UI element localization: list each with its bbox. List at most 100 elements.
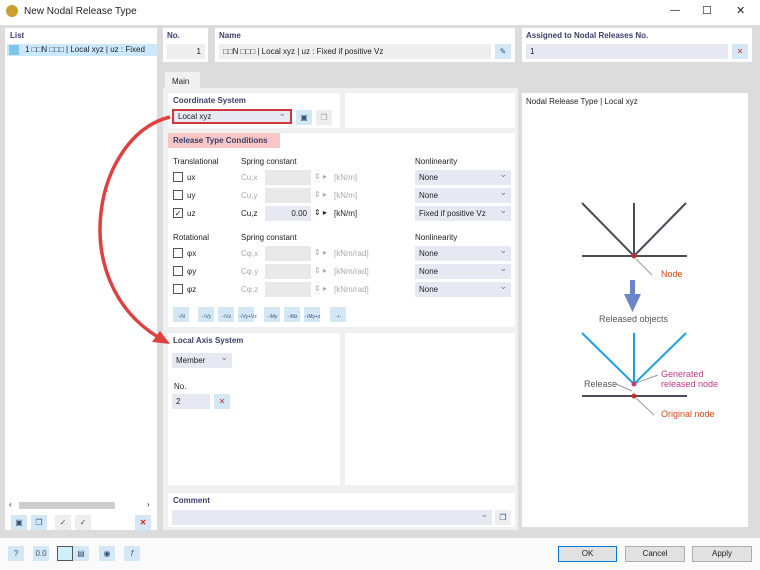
release-checkbox[interactable] (173, 172, 183, 182)
release-checkbox[interactable]: ✓ (173, 208, 183, 218)
original-node-label: Original node (661, 409, 715, 419)
spinner-icon[interactable]: ⇕ ▸ (314, 266, 327, 275)
spinner-icon[interactable]: ⇕ ▸ (314, 208, 327, 217)
scroll-left-icon[interactable]: ‹ (9, 500, 12, 509)
preset-1-button[interactable]: ⊣Vy (198, 307, 214, 322)
local-axis-header: Local Axis System (173, 336, 244, 345)
check-all-icon[interactable]: ✓ (55, 515, 71, 530)
released-members (581, 332, 687, 385)
cancel-button[interactable]: Cancel (625, 546, 685, 562)
units-icon[interactable]: 0.0 (33, 546, 49, 561)
comment-library-icon[interactable]: ❐ (495, 510, 511, 525)
dof-label: φy (187, 267, 197, 276)
ok-button[interactable]: OK (558, 546, 617, 562)
view-icon[interactable]: ◉ (99, 546, 115, 561)
preset-2-button[interactable]: ⊣Vz (218, 307, 234, 322)
edit-coordinate-system-icon[interactable]: ❐ (316, 110, 332, 125)
translational-spring-label: Spring constant (241, 157, 297, 166)
preset-5-button[interactable]: ⊣Mz (284, 307, 300, 322)
color-icon[interactable] (57, 546, 73, 561)
coordinate-system-select[interactable]: Local xyz (172, 108, 292, 124)
display-icon[interactable]: ▤ (73, 546, 89, 561)
release-checkbox[interactable] (173, 190, 183, 200)
node-label: Node (661, 269, 683, 279)
spring-input[interactable] (265, 246, 311, 261)
release-conditions-panel: Release Type Conditions Translational Spr… (168, 133, 515, 327)
uncheck-icon[interactable]: ✓ (75, 515, 91, 530)
empty-panel (345, 93, 515, 128)
assigned-panel: Assigned to Nodal Releases No. 1 ✕ (522, 28, 752, 62)
assigned-field[interactable]: 1 (526, 44, 728, 59)
nonlinearity-select[interactable]: None (415, 279, 511, 297)
no-panel: No. 1 (163, 28, 208, 62)
tab-main-label: Main (172, 77, 190, 86)
release-checkbox[interactable] (173, 248, 183, 258)
copy-item-icon[interactable]: ❐ (31, 515, 47, 530)
close-button[interactable]: ✕ (736, 5, 746, 17)
comment-label: Comment (173, 496, 210, 505)
unit-label: [kNm/rad] (334, 285, 369, 294)
dof-label: φz (187, 285, 197, 294)
preset-0-button[interactable]: ⊣N (173, 307, 189, 322)
delete-icon[interactable]: ✕ (135, 515, 151, 530)
unit-label: [kN/m] (334, 209, 358, 218)
nonlinearity-select[interactable]: None (415, 185, 511, 203)
pick-member-icon[interactable]: ✕ (214, 394, 230, 409)
name-field[interactable]: □□N □□□ | Local xyz | uz : Fixed if posi… (219, 44, 491, 59)
release-label: Release (584, 379, 618, 389)
nonlinearity-select[interactable]: None (415, 243, 511, 261)
release-conditions-header: Release Type Conditions (168, 133, 280, 148)
release-checkbox[interactable] (173, 266, 183, 276)
preset-4-button[interactable]: ⊣My (264, 307, 280, 322)
edit-name-icon[interactable]: ✎ (495, 44, 511, 59)
nonlinearity-select[interactable]: Fixed if positive Vz (415, 203, 511, 221)
assigned-label: Assigned to Nodal Releases No. (526, 31, 649, 40)
spinner-icon[interactable]: ⇕ ▸ (314, 284, 327, 293)
list-item[interactable]: 1 □□N □□□ | Local xyz | uz : Fixed (7, 44, 157, 56)
spring-symbol: Cφ,y (241, 267, 259, 276)
local-axis-type-select[interactable]: Member (172, 350, 232, 368)
dof-label: uy (187, 191, 196, 200)
preset-3-button[interactable]: ⊣Vy+Vz (238, 307, 257, 322)
generated-node-point (631, 381, 637, 387)
horizontal-scrollbar[interactable] (19, 502, 115, 509)
maximize-button[interactable]: ☐ (702, 5, 712, 17)
nonlinearity-select[interactable]: None (415, 261, 511, 279)
spring-symbol: Cu,y (241, 191, 258, 200)
spinner-icon[interactable]: ⇕ ▸ (314, 248, 327, 257)
spring-input[interactable] (265, 188, 311, 203)
new-coordinate-system-icon[interactable]: ▣ (296, 110, 312, 125)
spring-symbol: Cu,x (241, 173, 258, 182)
apply-button[interactable]: Apply (692, 546, 752, 562)
rotational-nonlinearity-label: Nonlinearity (415, 233, 458, 242)
unit-label: [kN/m] (334, 173, 358, 182)
spring-input[interactable]: 0.00 (265, 206, 311, 221)
local-axis-panel: Local Axis System Member No. 2 ✕ (168, 333, 340, 485)
scroll-right-icon[interactable]: › (147, 500, 150, 509)
tab-main[interactable]: Main (165, 72, 200, 89)
formula-icon[interactable]: f (124, 546, 140, 561)
new-item-icon[interactable]: ▣ (11, 515, 27, 530)
spring-symbol: Cu,z (241, 209, 258, 218)
rotational-spring-label: Spring constant (241, 233, 297, 242)
name-label: Name (219, 31, 241, 40)
help-icon[interactable]: ? (8, 546, 24, 561)
spinner-icon[interactable]: ⇕ ▸ (314, 190, 327, 199)
spring-input[interactable] (265, 264, 311, 279)
translational-label: Translational (173, 157, 219, 166)
preset-6-button[interactable]: ⊣My+z (304, 307, 320, 322)
release-checkbox[interactable] (173, 284, 183, 294)
list-item-label: 1 □□N □□□ | Local xyz | uz : Fixed (25, 45, 145, 54)
spring-input[interactable] (265, 282, 311, 297)
dof-label: uz (187, 209, 196, 218)
local-axis-no-field[interactable]: 2 (172, 394, 210, 409)
nonlinearity-select[interactable]: None (415, 167, 511, 185)
comment-field[interactable] (172, 507, 492, 525)
graphic-panel: Nodal Release Type | Local xyz Node Rele… (522, 93, 748, 527)
minimize-button[interactable]: — (670, 5, 680, 16)
pick-node-icon[interactable]: ✕ (732, 44, 748, 59)
spring-input[interactable] (265, 170, 311, 185)
spinner-icon[interactable]: ⇕ ▸ (314, 172, 327, 181)
no-field[interactable]: 1 (167, 44, 205, 59)
preset-7-button[interactable]: ⊣- (330, 307, 346, 322)
